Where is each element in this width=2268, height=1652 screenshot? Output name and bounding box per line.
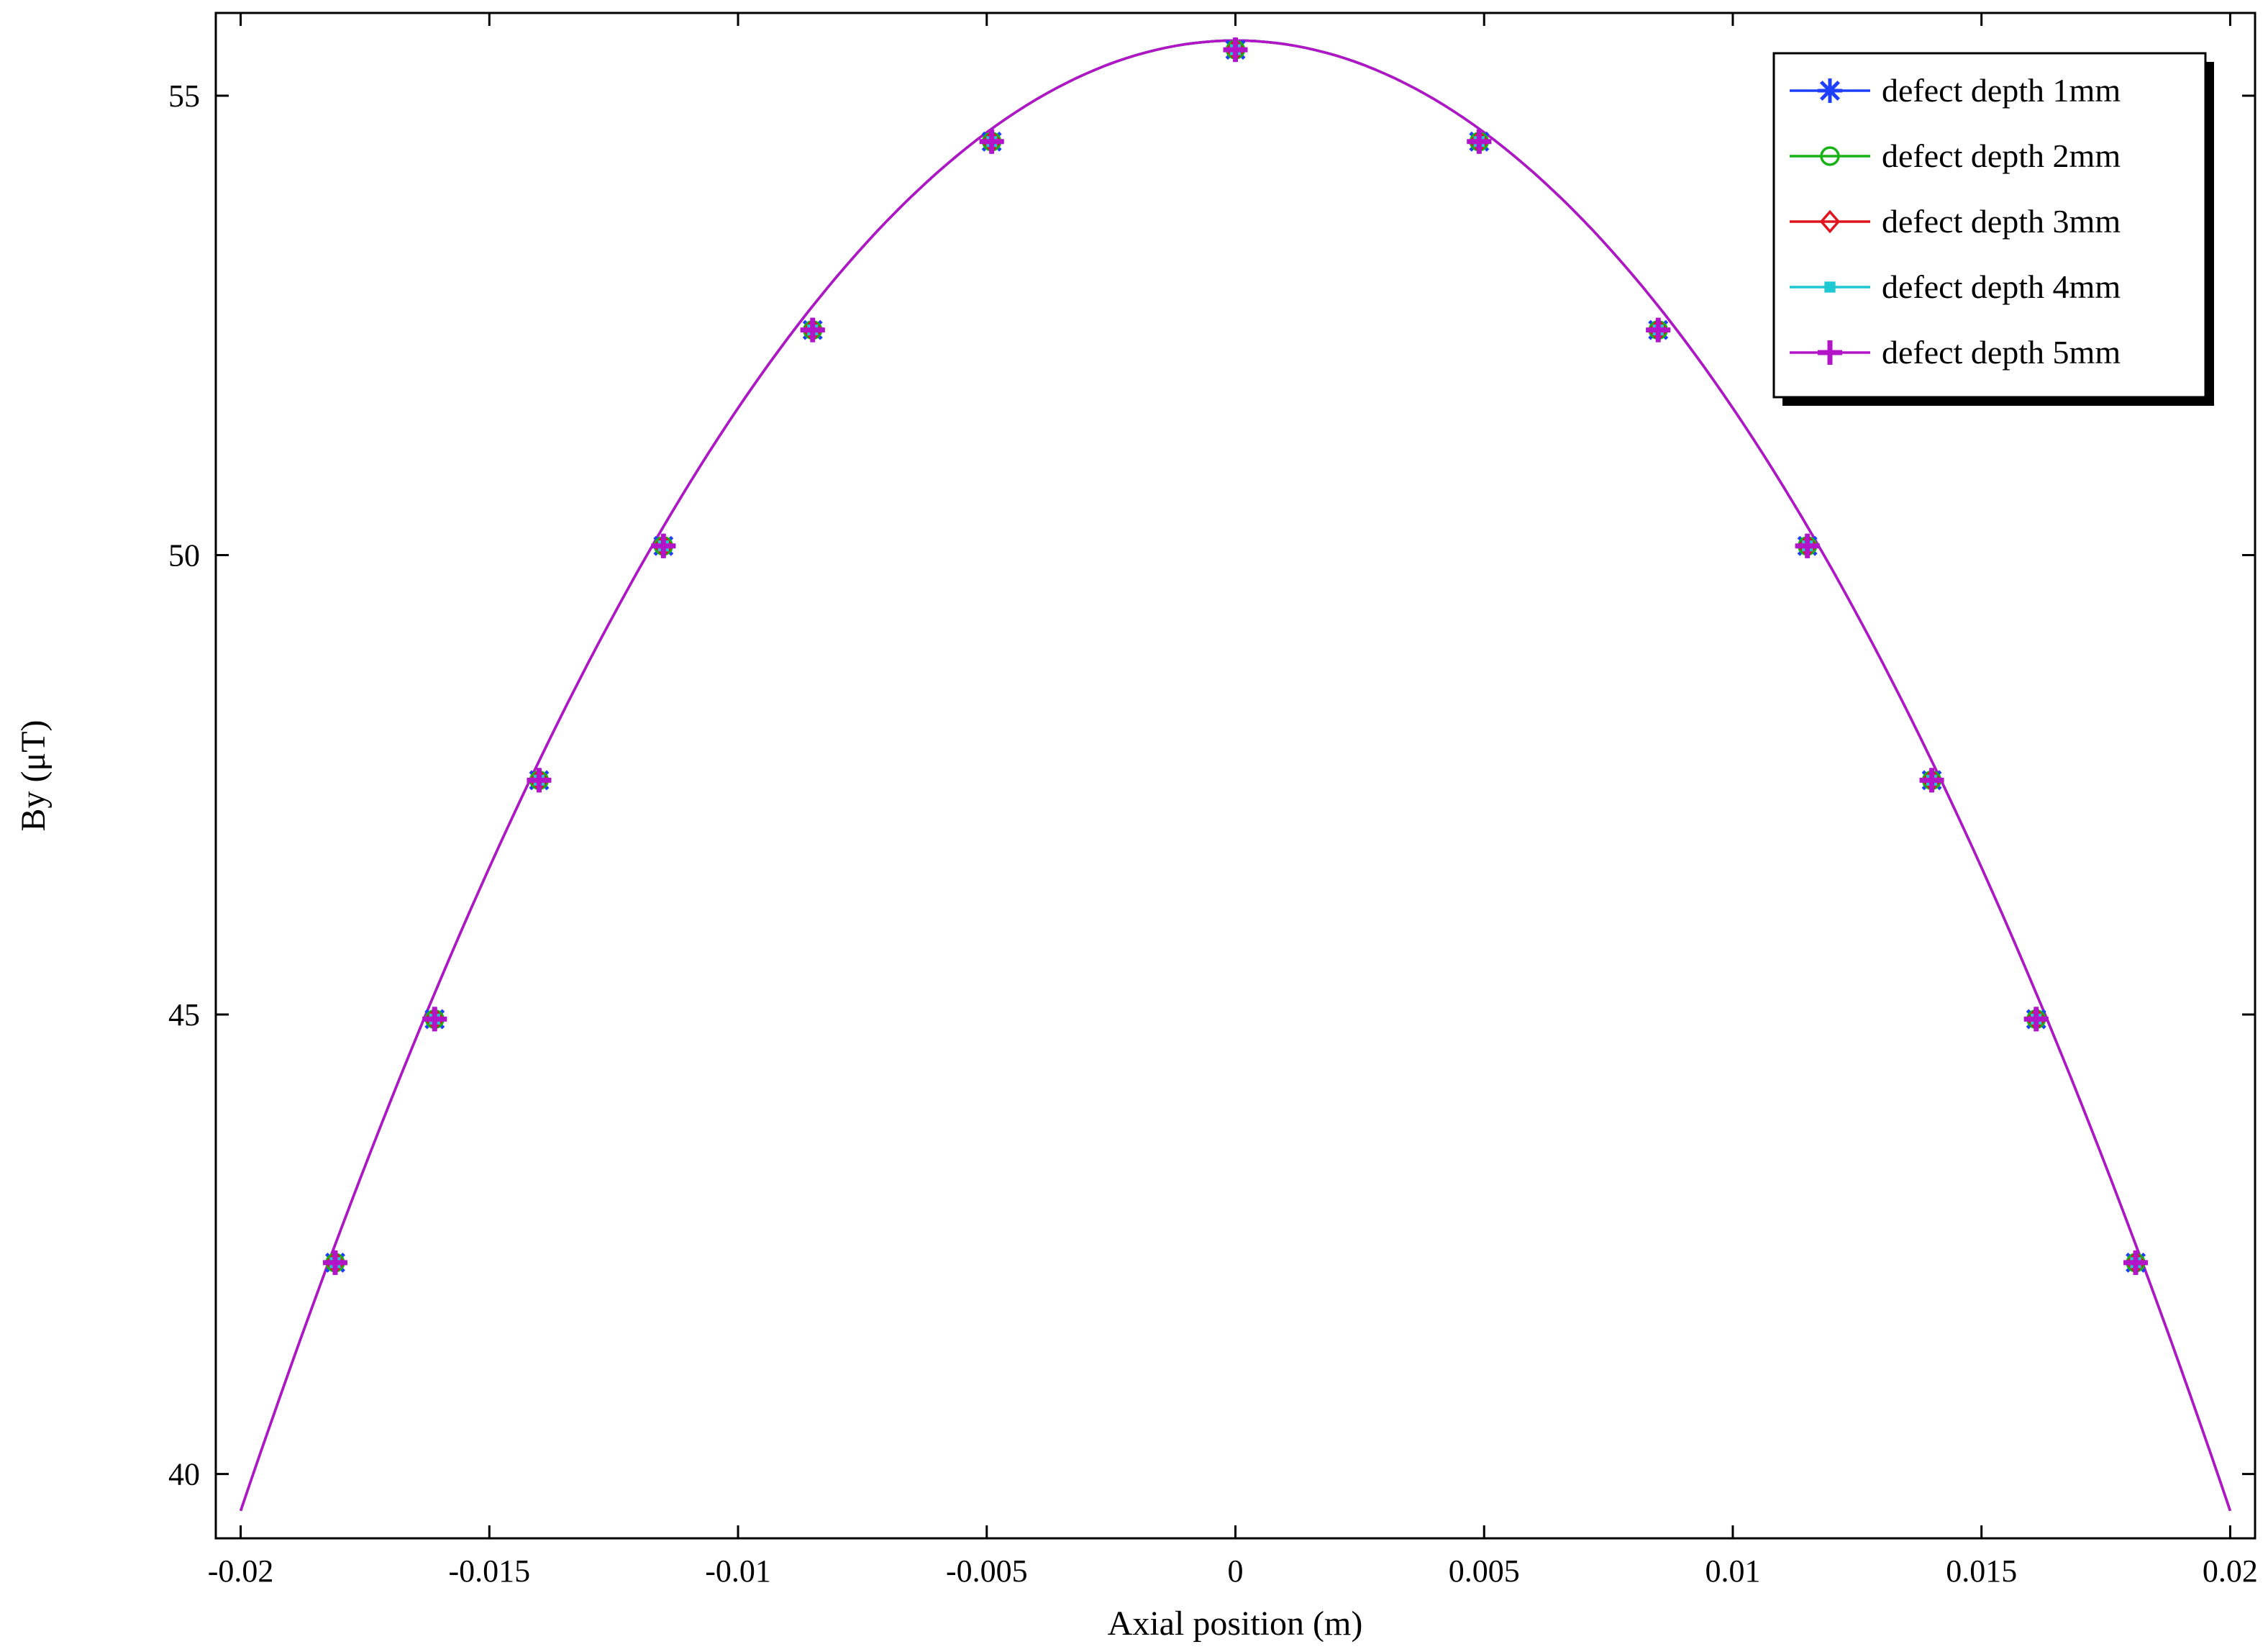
x-tick-label: -0.005 (946, 1553, 1028, 1589)
ticks: -0.02 -0.015 -0.01 -0.005 0 0.005 0.01 0.015 0.0… (168, 13, 2258, 1589)
x-tick-label: -0.02 (208, 1553, 274, 1589)
legend-label: defect depth 2mm (1882, 137, 2121, 174)
y-tick-label: 55 (168, 78, 200, 114)
legend-label: defect depth 3mm (1882, 203, 2121, 240)
legend-label: defect depth 1mm (1882, 72, 2121, 109)
legend-marker (1818, 340, 1842, 365)
legend-marker (1818, 78, 1842, 103)
x-tick-label: 0.02 (2203, 1553, 2258, 1589)
legend-marker (1820, 146, 1840, 166)
legend-label: defect depth 4mm (1882, 268, 2121, 305)
series-marker (2023, 1007, 2049, 1032)
series-marker (1223, 37, 1248, 63)
series-marker (422, 1007, 447, 1032)
x-tick-label: 0.01 (1705, 1553, 1760, 1589)
y-tick-label: 40 (168, 1457, 200, 1492)
x-tick-label: 0.015 (1946, 1553, 2017, 1589)
y-tick-label: 50 (168, 537, 200, 573)
series-marker (1646, 317, 1671, 342)
series-marker (1795, 533, 1820, 558)
series-marker (979, 129, 1004, 154)
legend: defect depth 1mm defect depth 2mm defect d… (1772, 52, 2214, 406)
legend-box (1772, 52, 2207, 399)
series-markers (322, 37, 2149, 1275)
legend-marker (1819, 209, 1841, 234)
x-tick-label: 0 (1228, 1553, 1244, 1589)
x-tick-label: -0.015 (448, 1553, 530, 1589)
x-tick-label: 0.005 (1449, 1553, 1520, 1589)
series-marker (800, 317, 825, 342)
series-marker (322, 1250, 347, 1275)
series-marker (1467, 129, 1492, 154)
y-axis-label: By (μT) (14, 720, 53, 831)
legend-label: defect depth 5mm (1882, 334, 2121, 371)
series-marker (651, 533, 676, 558)
series-marker (2123, 1250, 2149, 1275)
legend-marker (1824, 281, 1836, 293)
x-axis-label: Axial position (m) (1108, 1605, 1363, 1643)
legend-items: defect depth 1mm defect depth 2mm defect d… (1790, 72, 2121, 371)
series-marker (1919, 768, 1944, 793)
y-tick-label: 45 (168, 997, 200, 1032)
x-tick-label: -0.01 (705, 1553, 771, 1589)
series-marker (527, 768, 552, 793)
